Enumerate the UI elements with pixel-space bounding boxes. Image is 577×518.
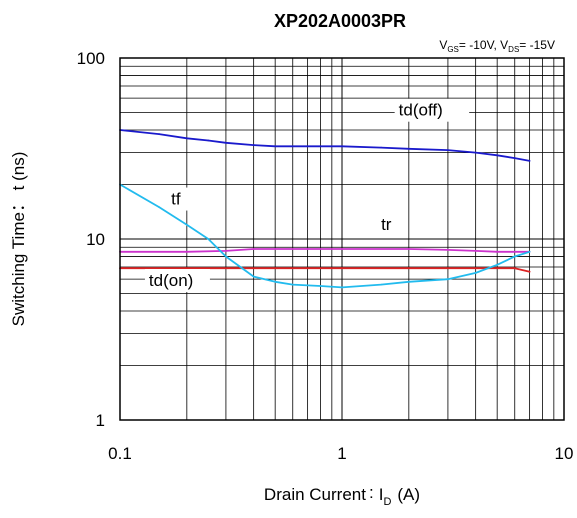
data-point xyxy=(513,157,516,160)
x-tick-label: 0.1 xyxy=(108,444,132,463)
data-point xyxy=(225,255,227,258)
data-point xyxy=(341,248,343,250)
data-point xyxy=(306,248,309,250)
data-point xyxy=(252,248,255,250)
data-point xyxy=(341,145,343,148)
data-point xyxy=(474,151,477,154)
data-point xyxy=(225,250,227,252)
data-point xyxy=(274,248,277,250)
data-point xyxy=(474,267,477,270)
test-conditions: VGS= -10V, VDS= -15V xyxy=(439,38,555,54)
series-label: td(off) xyxy=(399,101,443,120)
series-layer xyxy=(119,129,531,289)
x-tick-label: 1 xyxy=(337,444,346,463)
data-point xyxy=(528,160,531,162)
data-point xyxy=(319,285,322,287)
data-point xyxy=(528,270,531,273)
y-tick-label: 1 xyxy=(96,411,105,430)
data-point xyxy=(252,275,255,278)
chart-title: XP202A0003PR xyxy=(274,11,406,31)
y-tick-labels: 1 10 100 xyxy=(77,49,105,430)
data-point xyxy=(274,267,277,270)
series-label: td(on) xyxy=(149,271,193,290)
series-label: tf xyxy=(171,190,181,209)
data-point xyxy=(496,250,499,253)
data-point xyxy=(407,280,410,283)
plot-frame xyxy=(119,57,565,421)
data-point xyxy=(407,147,410,150)
grid xyxy=(119,58,564,421)
data-point xyxy=(185,267,188,270)
series-line-tdon xyxy=(120,267,530,273)
data-point xyxy=(291,283,294,286)
data-point xyxy=(474,250,477,252)
data-point xyxy=(528,250,531,253)
data-point xyxy=(158,206,161,209)
data-point xyxy=(207,139,210,142)
data-point xyxy=(447,249,449,251)
data-point xyxy=(185,137,188,140)
data-point xyxy=(158,133,161,136)
data-point xyxy=(380,146,382,149)
data-point xyxy=(513,267,516,270)
series-label-bg xyxy=(377,213,405,237)
data-point xyxy=(341,267,343,270)
series-labels: td(off) tr td(on) tf xyxy=(144,98,470,292)
data-point xyxy=(274,280,277,283)
data-point xyxy=(225,141,227,144)
y-tick-label: 10 xyxy=(86,230,105,249)
series-label-bg xyxy=(394,98,470,122)
series-label: tr xyxy=(381,215,392,234)
y-axis-label: Switching Time： t (ns) xyxy=(9,152,28,327)
x-tick-labels: 0.1 1 10 xyxy=(108,444,573,463)
data-point xyxy=(447,149,449,152)
data-point xyxy=(185,250,188,253)
series-line-tr xyxy=(120,248,530,253)
series-label-bg xyxy=(144,268,210,292)
data-point xyxy=(185,223,188,226)
data-point xyxy=(274,145,277,148)
data-point xyxy=(341,286,343,289)
data-point xyxy=(447,278,449,281)
data-point xyxy=(407,267,410,270)
data-point xyxy=(252,144,255,147)
data-point xyxy=(496,263,499,266)
data-point xyxy=(474,272,477,274)
series-label-bg xyxy=(167,187,195,211)
data-point xyxy=(306,145,309,148)
y-tick-label: 100 xyxy=(77,49,105,68)
data-point xyxy=(513,255,516,258)
data-point xyxy=(207,238,210,240)
series-line-tdoff xyxy=(119,129,530,162)
data-point xyxy=(407,248,410,250)
x-tick-label: 10 xyxy=(555,444,574,463)
data-point xyxy=(496,154,499,157)
x-axis-label: Drain Current: ID (A) xyxy=(264,483,420,508)
data-point xyxy=(380,283,382,286)
